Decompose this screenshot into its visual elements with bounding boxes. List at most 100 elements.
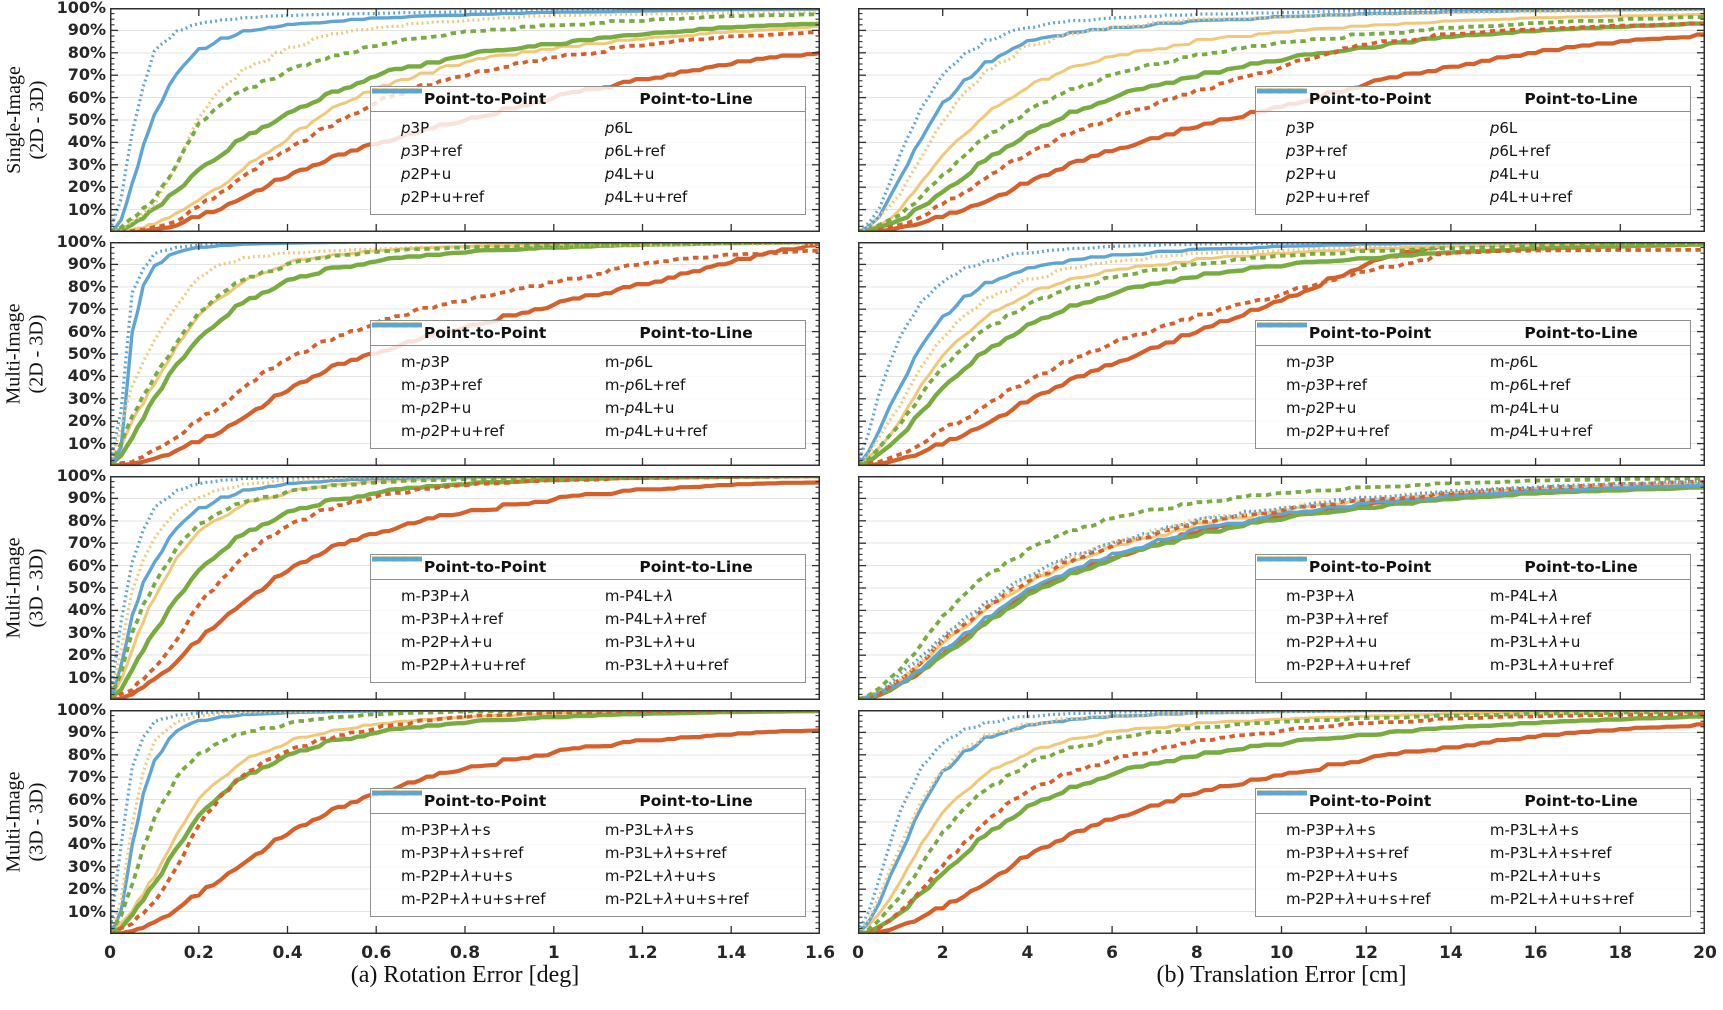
y-tick-label: 80% [67, 276, 106, 296]
legend-entry-m-p6L+ref: m-p6L+ref [1257, 323, 1684, 395]
x-tick-label: 18 [1608, 943, 1633, 963]
row-label-4-line2: (3D - 3D) [26, 782, 48, 862]
legend-header-point-to-line: Point-to-Line [1524, 90, 1638, 108]
legend-label: m-P3L+λ+u [604, 632, 696, 651]
curve-m-P3L+λ+u+ref [858, 483, 1705, 700]
curve-p4L+u+ref [110, 8, 820, 232]
curve-p4L+u [110, 21, 820, 232]
legend-entry-m-p2P+u: m-p2P+u [1257, 322, 1490, 418]
y-tick-label: 60% [67, 555, 106, 575]
legend-entry-m-p3P+ref: m-p3P+ref [1257, 323, 1490, 395]
row-label-4: Multi-Image (3D - 3D) [0, 710, 52, 934]
legend-label: p3P [1286, 118, 1315, 137]
legend-label: m-P3P+λ+s [401, 820, 491, 839]
subplot-row4-col2: 0 2 4 6 8 10 12 14 16 18 20 Point-to-Point Point-to-… [852, 710, 1717, 963]
legend-entry-m-P2P+λ+u+ref: m-P2P+λ+u+ref [372, 557, 605, 675]
legend-entry-p4L+u+ref: p4L+u+ref [372, 89, 799, 207]
legend-label: m-P2P+λ+u [401, 632, 493, 651]
legend-label: p2P+u [1286, 164, 1337, 183]
legend-label: m-p2P+u [1286, 398, 1357, 417]
legend-entry-m-P3L+λ+s+ref: m-P3L+λ+s+ref [1257, 791, 1684, 863]
curve-m-P3L+λ+s [858, 722, 1705, 934]
legend-header-row: Point-to-Point Point-to-Line [371, 555, 805, 580]
subplot-svg-row1-col2 [858, 8, 1705, 232]
legend-body: m-P3P+λ+s m-P3L+λ+s m-P3P+λ+s+ref m-P3L+λ+s… [1256, 790, 1690, 916]
row-label-2-line1: Multi-Image [3, 303, 25, 405]
caption-translation-error: (b) Translation Error [cm] [1156, 962, 1407, 988]
legend-label: p2P+u+ref [1286, 187, 1370, 206]
legend-header-row: Point-to-Point Point-to-Line [1256, 87, 1690, 112]
legend-label: m-P2L+λ+u+s [1489, 866, 1601, 885]
y-tick-label: 40% [67, 834, 106, 854]
legend-entry-m-P3P+λ+s: m-P3P+λ+s [1257, 790, 1490, 840]
legend-header-row: Point-to-Point Point-to-Line [1256, 321, 1690, 346]
y-tick-label: 100% [56, 232, 106, 251]
legend-label: m-p2P+u [401, 398, 472, 417]
y-tick-label: 90% [67, 488, 106, 508]
y-tick-label: 40% [67, 366, 106, 386]
legend-header-point-to-line: Point-to-Line [1524, 324, 1638, 342]
legend-label: m-P4L+λ+ref [1489, 609, 1592, 628]
legend-label: m-P4L+λ [1489, 586, 1559, 605]
legend-entry-m-p3P: m-p3P [372, 322, 605, 372]
legend-label: m-P4L+λ+ref [604, 609, 707, 628]
y-tick-label: 100% [56, 466, 106, 485]
y-tick-label: 30% [67, 622, 106, 642]
legend-box: Point-to-Point Point-to-Line m-P3P+λ m-P4L+… [370, 554, 806, 683]
legend-entry-m-p2P+u+ref: m-p2P+u+ref [372, 323, 605, 441]
subplot-row2-col2: Point-to-Point Point-to-Line m-p3P m-p6L m-p… [858, 242, 1705, 466]
legend-swatch-solid-line-icon [372, 89, 422, 93]
legend-entry-m-P2P+λ+u: m-P2P+λ+u [1257, 556, 1490, 652]
curve-p2P+u+ref [110, 8, 820, 231]
curve-m-P2P+λ+u+ref [110, 476, 820, 699]
legend-entry-m-P2P+λ+u+s+ref: m-P2P+λ+u+s+ref [1257, 791, 1490, 909]
legend-entry-m-P4L+λ+ref: m-P4L+λ+ref [1257, 557, 1684, 629]
legend-header-point-to-line: Point-to-Line [639, 558, 753, 576]
curve-p6L+ref [858, 12, 1705, 232]
subplot-row2-col1: 100% 90% 80% 70% 60% 50% 40% 30% 20% 10% Point-to-… [57, 232, 820, 466]
legend-label: m-P3L+λ+s [1489, 820, 1579, 839]
legend-box: Point-to-Point Point-to-Line m-p3P m-p6L m-p… [1255, 320, 1691, 449]
y-tick-label: 90% [67, 722, 106, 742]
legend-label: p4L+u [1489, 164, 1540, 183]
x-tick-label: 8 [1190, 943, 1203, 963]
legend-header-point-to-point: Point-to-Point [1308, 792, 1432, 810]
curve-m-P2L+λ+u+s+ref [110, 710, 820, 934]
legend-entry-m-P3P+λ+s+ref: m-P3P+λ+s+ref [1257, 791, 1490, 863]
legend-label: p2P+u [401, 164, 452, 183]
legend-header-point-to-point: Point-to-Point [423, 90, 547, 108]
legend-label: m-P3L+λ+u+ref [1489, 655, 1614, 674]
y-tick-label: 20% [67, 879, 106, 899]
curve-m-P3L+λ+s [110, 728, 820, 934]
curve-m-p4L+u [858, 242, 1705, 466]
legend-entry-m-p3P+ref: m-p3P+ref [372, 323, 605, 395]
legend-entry-m-P3L+λ+u+ref: m-P3L+λ+u+ref [1257, 557, 1684, 675]
legend-swatch-solid-line-icon [1257, 89, 1307, 93]
legend-label: p6L [1489, 118, 1518, 137]
legend-body: p3P p6L p3P+ref p6L+ref p2P+u p4L+u p2P+u+ref p… [371, 88, 805, 214]
legend-header-row: Point-to-Point Point-to-Line [1256, 555, 1690, 580]
legend-label: m-P2P+λ+u+s [1286, 866, 1398, 885]
legend-entry-m-p6L: m-p6L [372, 322, 799, 372]
curve-p3P [858, 21, 1705, 232]
curve-m-p2P+u+ref [110, 242, 820, 465]
legend-swatch-solid-line-icon [1257, 323, 1307, 327]
legend-label: p4L+u+ref [604, 187, 688, 206]
row-label-1-line1: Single-Image [3, 66, 25, 174]
legend-label: m-p6L+ref [1489, 375, 1571, 394]
legend-label: m-p6L [604, 352, 653, 371]
legend-entry-m-p4L+u: m-p4L+u [1257, 322, 1684, 418]
curve-m-P2L+λ+u+s [110, 710, 820, 934]
legend-entry-m-P3L+λ+s+ref: m-P3L+λ+s+ref [372, 791, 799, 863]
legend-header-row: Point-to-Point Point-to-Line [1256, 789, 1690, 814]
legend-entry-p2P+u+ref: p2P+u+ref [372, 89, 605, 207]
x-tick-label: 16 [1523, 943, 1548, 963]
legend-entry-p3P+ref: p3P+ref [1257, 89, 1490, 161]
legend-entry-m-P3L+λ+s: m-P3L+λ+s [372, 790, 799, 840]
curve-p2P+u [858, 15, 1705, 232]
legend-entry-m-p3P: m-p3P [1257, 322, 1490, 372]
curve-m-P3P+λ+s [858, 712, 1705, 934]
x-tick-label: 0 [104, 943, 116, 963]
legend-swatch-solid-line-icon [1257, 791, 1307, 795]
legend-label: m-p2P+u+ref [401, 421, 505, 440]
